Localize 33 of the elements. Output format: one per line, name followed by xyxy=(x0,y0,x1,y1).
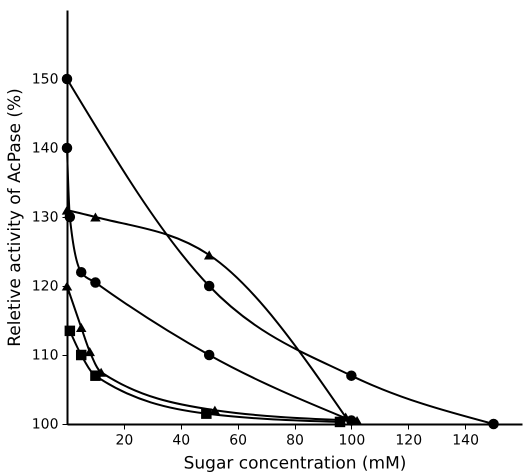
y-tick-label: 100 xyxy=(32,416,58,432)
x-tick-label: 80 xyxy=(286,432,304,448)
point xyxy=(90,277,101,288)
point xyxy=(64,326,76,336)
x-tick-label: 100 xyxy=(338,432,366,448)
x-tick-label: 20 xyxy=(115,432,134,448)
x-tick-label: 120 xyxy=(395,432,422,448)
y-tick-label: 120 xyxy=(32,278,58,294)
point xyxy=(204,250,214,260)
point xyxy=(76,350,86,360)
point xyxy=(62,74,72,84)
point xyxy=(488,418,499,430)
x-tick-label: 60 xyxy=(229,432,248,448)
point xyxy=(76,266,86,278)
y-tick-label: 130 xyxy=(32,210,58,226)
point xyxy=(62,142,72,154)
point xyxy=(62,281,72,291)
point xyxy=(346,370,357,381)
point xyxy=(201,408,212,419)
x-axis-title: Sugar concentration (mM) xyxy=(184,454,406,474)
x-tick-label: 40 xyxy=(172,432,190,448)
point xyxy=(204,350,214,360)
point xyxy=(346,415,357,426)
y-tick-label: 110 xyxy=(32,348,58,364)
x-tick-label: 140 xyxy=(452,432,479,448)
y-tick-label: 140 xyxy=(32,140,58,156)
point xyxy=(76,322,86,332)
y-axis-title: Reletive activity of AcPase (%) xyxy=(4,88,25,347)
point xyxy=(204,280,214,292)
point xyxy=(90,212,101,222)
point xyxy=(64,212,76,222)
point xyxy=(84,347,95,356)
y-tick-label: 150 xyxy=(32,72,58,88)
